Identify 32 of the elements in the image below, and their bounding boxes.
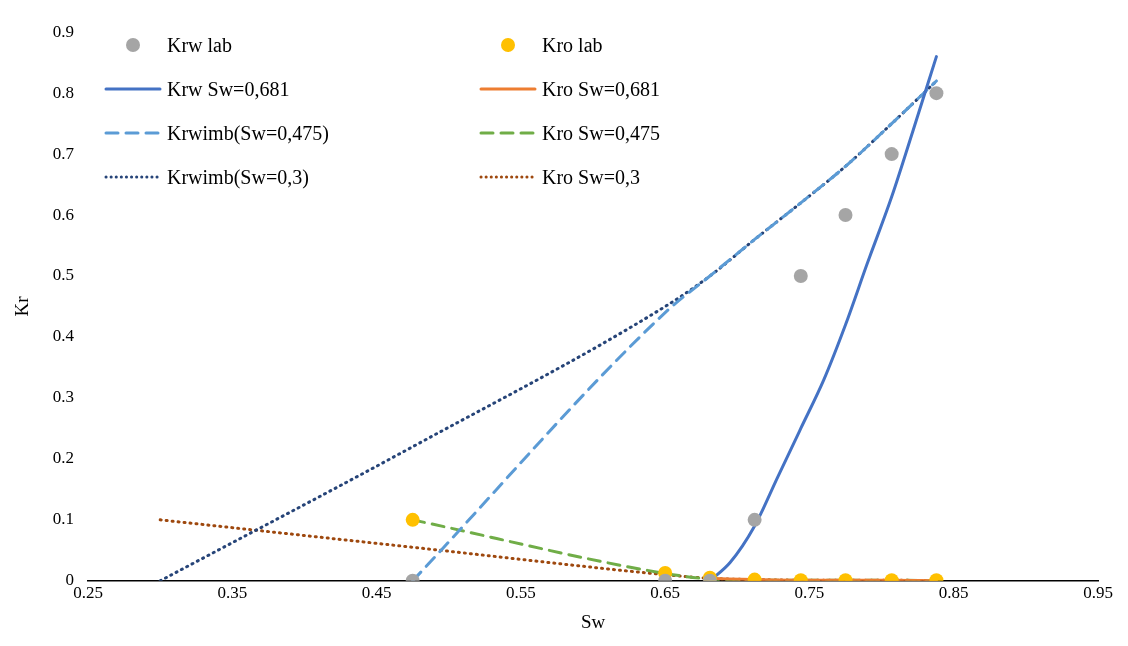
x-tick-label: 0.35	[217, 583, 248, 603]
x-tick-label: 0.75	[794, 583, 825, 603]
y-tick-label: 0.6	[52, 204, 75, 224]
y-tick-label: 0.9	[52, 21, 75, 41]
legend-label: Kro Sw=0,475	[542, 121, 660, 145]
x-tick-label: 0.55	[506, 583, 536, 603]
legend-label: Kro lab	[542, 33, 603, 57]
y-tick-label: 0.5	[52, 265, 75, 285]
y-tick-label: 0.2	[52, 448, 75, 468]
point	[929, 86, 944, 101]
y-tick-label: 0	[65, 570, 75, 590]
x-tick-label: 0.45	[361, 583, 392, 603]
x-tick-label: 0.25	[73, 583, 103, 603]
x-tick-label: 0.95	[1083, 583, 1113, 603]
legend-label: Kro Sw=0,681	[542, 77, 660, 101]
x-tick-label: 0.65	[650, 583, 681, 603]
y-tick-label: 0.8	[52, 82, 75, 102]
legend-label: Krwimb(Sw=0,475)	[167, 121, 329, 145]
legend-label: Kro Sw=0,3	[542, 165, 640, 189]
point	[838, 208, 853, 223]
x-axis-title: Sw	[580, 610, 606, 632]
legend-label: Krw lab	[167, 33, 232, 57]
point	[793, 269, 808, 284]
x-tick-label: 0.85	[938, 583, 969, 603]
y-tick-label: 0.4	[52, 326, 75, 346]
y-axis-title: Kr	[11, 295, 33, 317]
y-tick-label: 0.1	[52, 509, 75, 529]
legend-label: Krw Sw=0,681	[167, 77, 290, 101]
y-tick-label: 0.3	[52, 387, 75, 407]
point	[884, 147, 899, 162]
y-tick-label: 0.7	[52, 143, 75, 163]
legend-label: Krwimb(Sw=0,3)	[167, 165, 309, 189]
